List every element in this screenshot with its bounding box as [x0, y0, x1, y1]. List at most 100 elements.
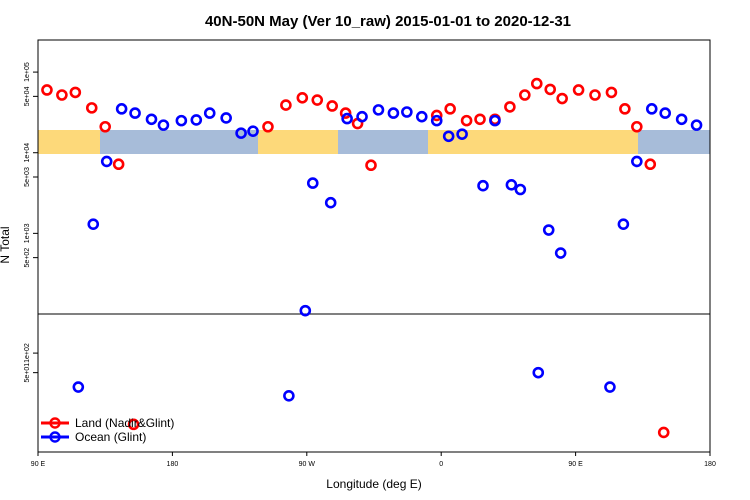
land-point [365, 159, 377, 172]
legend: Land (Nadir&Glint) Ocean (Glint) [41, 416, 174, 444]
ocean-point [87, 218, 100, 230]
y-tick-label: 1e+02 [24, 343, 31, 363]
ocean-point [235, 127, 247, 139]
y-tick-label: 5e+01 [24, 363, 31, 383]
ocean-point [401, 106, 413, 118]
ocean-point [415, 110, 428, 123]
land-point [530, 77, 543, 90]
ocean-point [72, 381, 85, 393]
x-axis-label: Longitude (deg E) [326, 477, 421, 491]
land-point [99, 120, 111, 133]
legend-ocean-marker [49, 431, 61, 443]
y-tick-label: 5e+02 [24, 248, 31, 268]
ocean-point [489, 114, 501, 127]
land-point [69, 86, 82, 99]
land-point [657, 426, 670, 439]
y-tick-label: 1e+03 [24, 223, 31, 243]
land-point [589, 89, 601, 101]
land-point [504, 101, 516, 113]
ocean-point [430, 114, 443, 127]
x-tick-label: 90 W [299, 461, 316, 468]
ocean-point [324, 196, 337, 209]
legend-land-marker [49, 417, 61, 429]
ocean-point [514, 183, 527, 196]
land-point [85, 102, 98, 114]
ocean-point [306, 177, 319, 189]
y-tick-label: 1e+05 [24, 62, 31, 82]
y-tick-label: 1e+04 [24, 143, 31, 163]
land-point [519, 89, 531, 101]
land-point [112, 158, 125, 171]
x-tick-label: 180 [167, 461, 179, 468]
land-point [619, 103, 631, 115]
land-point [460, 114, 473, 127]
ocean-point [247, 125, 259, 137]
ocean-point [631, 155, 643, 168]
x-tick-label: 90 E [568, 461, 583, 468]
ocean-point [456, 128, 468, 140]
land-point [444, 103, 456, 115]
ocean-point [115, 103, 128, 115]
legend-land-label: Land (Nadir&Glint) [75, 416, 174, 430]
land-point [296, 91, 309, 104]
land-point [544, 83, 557, 96]
ocean-point [356, 110, 368, 123]
y-tick-label: 5e+03 [24, 167, 31, 187]
land-point [326, 100, 338, 112]
chart-title: 40N-50N May (Ver 10_raw) 2015-01-01 to 2… [205, 13, 571, 30]
land-point [631, 120, 643, 133]
ocean-point [145, 113, 158, 126]
land-point [430, 109, 443, 122]
ocean-point [554, 247, 567, 259]
y-axis-label: N Total [0, 226, 12, 263]
upper-panel-frame [37, 39, 711, 315]
ocean-point [175, 114, 188, 127]
ocean-point [675, 113, 688, 126]
land-point [644, 158, 657, 171]
ocean-point [387, 107, 400, 119]
ocean-point [203, 107, 216, 119]
map-land-eurasia-east [38, 130, 100, 154]
land-point [56, 89, 68, 101]
land-point [474, 113, 486, 126]
legend-ocean-label: Ocean (Glint) [75, 430, 146, 444]
ocean-point [299, 304, 312, 317]
ocean-point [690, 119, 703, 131]
land-point [556, 92, 568, 105]
x-tick-label: 180 [704, 461, 716, 468]
land-point [311, 94, 324, 106]
data-points [41, 77, 703, 439]
lower-panel-frame [37, 313, 711, 453]
ocean-point [129, 107, 141, 119]
ocean-point [604, 381, 616, 393]
y-axis-upper: 5e+02 1e+03 5e+03 1e+04 5e+04 1e+05 [24, 62, 38, 267]
ocean-point [532, 366, 545, 379]
x-tick-label: 90 E [31, 461, 46, 468]
ocean-point [157, 119, 170, 131]
world-map-band [38, 130, 710, 154]
ocean-point [372, 104, 385, 116]
land-point [41, 84, 53, 96]
ocean-point [505, 179, 518, 191]
land-point [572, 84, 585, 96]
ocean-point [283, 390, 295, 402]
land-point [127, 418, 140, 431]
y-tick-label: 5e+04 [24, 86, 31, 106]
ocean-point [442, 130, 455, 143]
ocean-point [617, 218, 630, 230]
ocean-point [220, 112, 232, 124]
map-land-europe-asia [428, 130, 638, 154]
ocean-point [477, 179, 489, 192]
land-point [339, 107, 352, 119]
ocean-point [100, 155, 113, 168]
land-point [605, 86, 618, 99]
ocean-point [542, 224, 555, 236]
ocean-point [659, 107, 672, 119]
ocean-point [190, 114, 203, 126]
ocean-point [341, 112, 353, 125]
land-point [262, 120, 274, 133]
ocean-point [645, 103, 658, 115]
x-axis: 90 E 180 90 W 0 90 E 180 [31, 452, 716, 468]
